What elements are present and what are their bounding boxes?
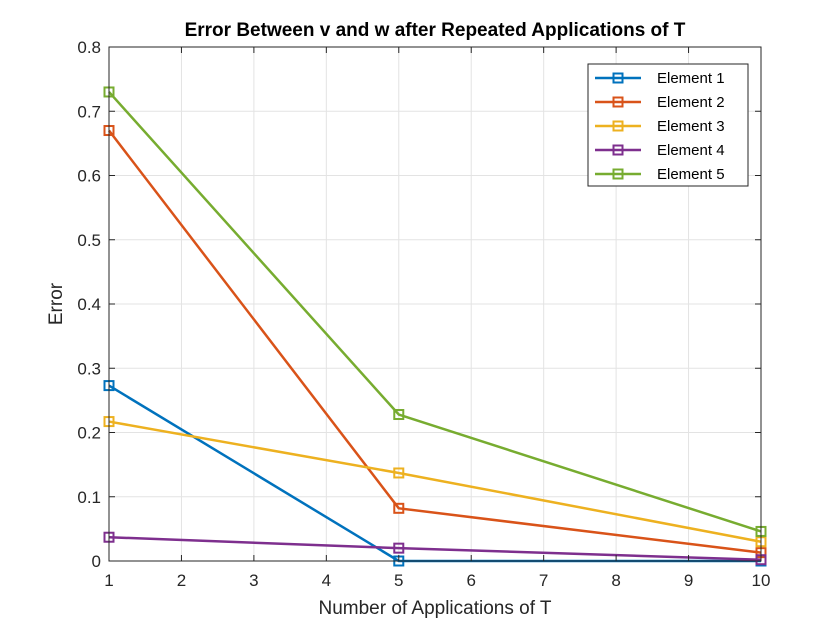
x-tick-label: 7 xyxy=(539,571,548,590)
legend-swatch-marker xyxy=(612,144,624,156)
y-tick-label: 0.5 xyxy=(77,231,101,250)
y-tick-label: 0.4 xyxy=(77,295,101,314)
x-tick-label: 5 xyxy=(394,571,403,590)
series-line xyxy=(108,535,762,561)
y-tick-label: 0.8 xyxy=(77,38,101,57)
y-tick-label: 0.7 xyxy=(77,102,101,121)
data-point xyxy=(393,467,405,479)
legend-entry: Element 5 xyxy=(595,166,725,183)
legend-label: Element 2 xyxy=(657,94,725,111)
legend-label: Element 5 xyxy=(657,166,725,183)
data-point xyxy=(393,542,405,554)
legend-entry: Element 2 xyxy=(595,94,725,111)
x-tick-label: 4 xyxy=(322,571,331,590)
y-tick-label: 0.2 xyxy=(77,424,101,443)
series-line xyxy=(108,420,762,543)
series-layer xyxy=(103,86,767,567)
x-tick-label: 9 xyxy=(684,571,693,590)
legend-swatch-marker xyxy=(612,72,624,84)
y-tick-label: 0.6 xyxy=(77,167,101,186)
x-tick-label: 8 xyxy=(611,571,620,590)
tick-labels: 1 2 3 4 5 6 7 8 9 10 0 0.1 0.2 0.3 0.4 0.5 0.6 0.7 0.8 xyxy=(77,38,770,590)
x-tick-label: 2 xyxy=(177,571,186,590)
data-point xyxy=(393,409,405,421)
legend-label: Element 3 xyxy=(657,118,725,135)
series-line xyxy=(108,129,762,554)
legend-swatch-marker xyxy=(612,96,624,108)
legend-swatch-marker xyxy=(612,120,624,132)
series-line xyxy=(108,91,762,533)
y-axis-label: Error xyxy=(46,282,67,325)
x-tick-label: 3 xyxy=(249,571,258,590)
legend-label: Element 1 xyxy=(657,70,725,87)
y-tick-label: 0 xyxy=(92,552,101,571)
chart-title: Error Between v and w after Repeated App… xyxy=(185,20,686,41)
data-point xyxy=(393,502,405,514)
x-axis-label: Number of Applications of T xyxy=(318,598,551,619)
legend-entry: Element 1 xyxy=(595,70,725,87)
legend: Element 1 Element 2 Element 3 Element 4 Elem… xyxy=(587,63,749,187)
y-tick-label: 0.3 xyxy=(77,359,101,378)
x-tick-label: 1 xyxy=(104,571,113,590)
x-tick-label: 10 xyxy=(752,571,771,590)
legend-swatch-marker xyxy=(612,168,624,180)
x-tick-label: 6 xyxy=(466,571,475,590)
legend-entry: Element 4 xyxy=(595,142,725,159)
legend-entry: Element 3 xyxy=(595,118,725,135)
legend-label: Element 4 xyxy=(657,142,725,159)
y-tick-label: 0.1 xyxy=(77,488,101,507)
